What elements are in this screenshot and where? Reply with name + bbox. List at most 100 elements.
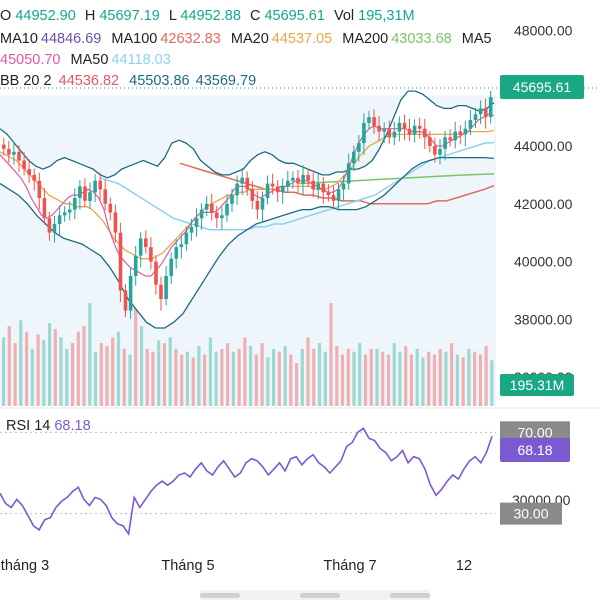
volume-bar [220, 348, 224, 406]
volume-bar [254, 354, 258, 406]
volume-bar [111, 337, 115, 406]
rsi-readout: RSI 14 68.18 [6, 418, 91, 434]
candle-body [235, 183, 239, 196]
volume-bar [335, 346, 339, 406]
candle-body [286, 180, 290, 187]
volume-bar [369, 348, 373, 406]
bb-lower-value: 43569.79 [195, 73, 257, 89]
volume-bar [185, 351, 189, 406]
volume-bar [272, 348, 276, 406]
candle-body [17, 151, 21, 161]
volume-bar [467, 348, 471, 406]
x-axis-label: Tháng 7 [323, 558, 376, 574]
candle-body [93, 180, 97, 193]
bollinger-upper-line [0, 90, 495, 179]
scroll-pill-right[interactable] [390, 593, 430, 598]
candle-body [423, 128, 427, 138]
candle-body [88, 192, 92, 201]
candle-body [341, 183, 346, 190]
ma200-label: MA200 [342, 31, 389, 47]
candle-body [62, 212, 67, 216]
scroll-pill-mid[interactable] [300, 593, 340, 598]
ohlc-readout: O 44952.90 H 45697.19 L 44952.88 C 45695… [0, 6, 500, 26]
rsi-value: 68.18 [54, 418, 91, 434]
volume-value: 195,31M [358, 8, 415, 24]
scroll-pill-left[interactable] [200, 593, 240, 598]
candle-body [204, 203, 209, 210]
candle-body [255, 200, 260, 210]
low-value: 44952.88 [180, 8, 241, 24]
candle-body [346, 163, 351, 184]
bb-mid-value: 44536.82 [58, 73, 120, 89]
volume-bar [398, 351, 402, 406]
candle-body [448, 137, 452, 141]
volume-bar [30, 348, 34, 406]
candle-body [108, 203, 113, 213]
rsi-value-badge [500, 438, 570, 462]
price-tick-label: 40000.00 [514, 254, 573, 270]
low-label: L [168, 8, 177, 24]
candle-body [281, 186, 285, 193]
volume-bar [231, 351, 235, 406]
ma200-line [299, 173, 495, 185]
candle-body [179, 244, 184, 248]
volume-bar [128, 354, 132, 406]
candle-body [123, 290, 128, 311]
volume-bar [461, 357, 465, 406]
volume-bar [59, 337, 63, 406]
volume-bar [266, 357, 270, 406]
candle-body [357, 143, 361, 152]
candle-body [270, 183, 275, 187]
rsi-label: RSI 14 [6, 418, 51, 434]
candle-body [230, 195, 234, 204]
volume-bar [157, 340, 161, 406]
candle-body [392, 131, 397, 138]
candle-body [159, 284, 163, 300]
candle-body [67, 209, 72, 213]
volume-bar [19, 320, 23, 406]
volume-bar [7, 326, 11, 406]
candle-body [483, 108, 488, 118]
volume-bar [386, 354, 391, 406]
volume-bar [249, 346, 253, 406]
volume-bar [289, 354, 293, 406]
ma50-label: MA50 [70, 52, 109, 68]
candle-body [189, 226, 194, 233]
candle-body [275, 186, 280, 193]
candle-body [417, 125, 422, 129]
ma10-value: 44846.69 [40, 31, 102, 47]
x-axis-label: 12 [456, 558, 472, 574]
volume-bar [340, 354, 345, 406]
volume-bar [277, 351, 281, 406]
last-volume-label: 195.31M [510, 377, 564, 393]
volume-bar [53, 328, 57, 406]
price-tick-label: 38000.00 [514, 311, 573, 327]
volume-bar [237, 348, 241, 406]
volume-bar [105, 346, 109, 406]
candle-body [372, 117, 376, 126]
candle-body [468, 120, 473, 129]
candle-body [37, 180, 42, 198]
volume-bar [48, 323, 52, 406]
volume-bar [191, 357, 195, 406]
candle-body [47, 218, 52, 233]
candle-body [397, 122, 402, 132]
volume-bar [392, 343, 396, 406]
close-label: C [249, 8, 261, 24]
price-tick-label: 48000.00 [514, 22, 573, 38]
candle-body [12, 151, 16, 155]
volume-bar [197, 346, 201, 406]
candle-body [2, 144, 6, 149]
rsi-value-label: 68.18 [517, 442, 552, 458]
volume-bar [421, 357, 425, 406]
candle-body [240, 177, 244, 184]
candle-body [169, 258, 173, 276]
scroll-handle[interactable] [200, 590, 430, 600]
volume-bar [409, 354, 413, 406]
candle-body [118, 232, 123, 291]
volume-bar [427, 351, 431, 406]
volume-bar [214, 351, 218, 406]
candle-body [52, 224, 57, 233]
